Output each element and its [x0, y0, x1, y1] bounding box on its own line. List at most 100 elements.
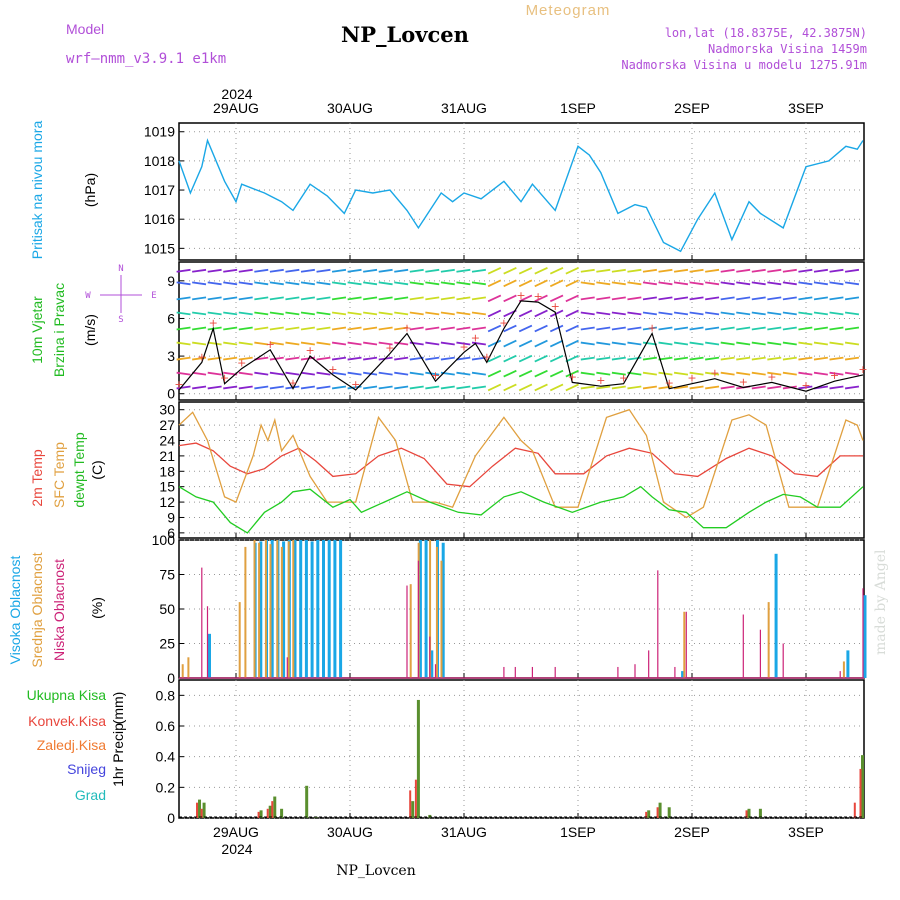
- wind-arrow: [596, 326, 611, 331]
- precip-bar: [266, 808, 269, 818]
- wind-arrow: [192, 311, 207, 316]
- wind-arrow: [363, 341, 378, 346]
- wind-arrow: [813, 296, 828, 301]
- wind-arrow: [580, 326, 595, 331]
- cloud-bar: [238, 602, 241, 678]
- legend-convective-rain: Konvek.Kisa: [28, 713, 106, 729]
- y-tick-label: 75: [159, 567, 175, 583]
- y-tick-label: 18: [159, 463, 175, 479]
- cloud-bar: [269, 544, 272, 678]
- wind-arrow: [440, 281, 455, 286]
- wind-arrow: [518, 279, 533, 288]
- wind-speed-line: [178, 300, 864, 392]
- wind-arrow: [596, 296, 611, 301]
- wind-arrow: [394, 341, 409, 346]
- wind-arrow: [394, 371, 409, 376]
- cloud-bar: [258, 542, 261, 678]
- wind-arrow: [487, 294, 502, 303]
- wind-arrow: [596, 341, 611, 346]
- compass-n: N: [118, 264, 123, 274]
- y-tick-label: 30: [159, 402, 175, 418]
- cloud-bar: [287, 541, 290, 678]
- wind-arrow: [782, 268, 797, 273]
- wind-arrow: [207, 296, 222, 301]
- precip-bar: [658, 802, 662, 818]
- wind-arrow: [798, 385, 813, 390]
- elevation-label: Nadmorska Visina 1459m: [708, 42, 867, 56]
- wind-arrow: [269, 296, 284, 301]
- cloud-bar: [862, 588, 864, 678]
- wind-arrow: [580, 385, 595, 390]
- wind-arrow: [425, 281, 440, 286]
- wind-arrow: [844, 268, 860, 273]
- wind-arrow: [549, 279, 564, 288]
- y-tick-label: 12: [159, 494, 175, 510]
- wind-arrow: [503, 339, 517, 348]
- wind-arrow: [658, 281, 673, 286]
- cloud-bar: [759, 629, 761, 678]
- bottom-date-label: 31AUG: [441, 824, 487, 840]
- cloud-bar: [409, 584, 412, 678]
- wind-arrow: [192, 296, 207, 301]
- wind-arrow: [378, 385, 393, 390]
- wind-arrow: [658, 341, 673, 346]
- cloud-bar: [434, 664, 437, 678]
- wind-arrow: [627, 341, 642, 346]
- compass-w: W: [85, 291, 91, 301]
- wind-arrow: [736, 326, 751, 331]
- compass-s: S: [118, 315, 123, 325]
- wind-arrow: [705, 341, 720, 346]
- top-date-label: 30AUG: [327, 100, 373, 116]
- wind-arrow: [642, 326, 657, 331]
- wind-arrow: [518, 383, 533, 392]
- wind-arrow: [596, 385, 611, 390]
- wind-arrow: [705, 356, 720, 361]
- bottom-date-label: 29AUG: [213, 824, 259, 840]
- wind-arrow: [782, 296, 797, 301]
- wind-arrow: [705, 326, 720, 331]
- top-date-label: 1SEP: [560, 100, 596, 116]
- wind-arrow: [207, 326, 222, 331]
- wind-arrow: [207, 268, 222, 273]
- wind-arrow: [254, 385, 269, 390]
- low-cloud-axis-title: Niska Oblacnost: [51, 559, 67, 661]
- wind-arrow: [363, 268, 378, 273]
- cloud-bar: [685, 611, 687, 678]
- wind-arrow: [440, 311, 455, 316]
- wind-arrow: [642, 268, 657, 273]
- temp-unit: (C): [89, 460, 105, 479]
- precip-bar: [280, 808, 284, 818]
- wind-arrow: [767, 385, 782, 390]
- wind-arrow: [518, 339, 533, 348]
- wind-arrow: [658, 356, 673, 361]
- wind-arrow: [503, 369, 517, 378]
- precip-bar: [196, 802, 199, 818]
- wind-arrow: [720, 326, 735, 331]
- wind-arrow: [269, 385, 284, 390]
- wind-arrow: [627, 385, 642, 390]
- wind-arrow: [534, 383, 548, 392]
- bottom-date-label: 2SEP: [674, 824, 710, 840]
- top-date-label: 3SEP: [788, 100, 824, 116]
- wind-arrow: [300, 311, 315, 316]
- wind-arrow: [798, 268, 813, 273]
- wind-arrow: [425, 385, 440, 390]
- cloud-bar: [253, 540, 256, 678]
- wind-arrow: [285, 341, 300, 346]
- wind-gust-marker: +: [499, 316, 508, 329]
- wind-gust-marker: +: [328, 363, 337, 376]
- cloud-bar: [441, 542, 445, 678]
- wind-arrow: [285, 311, 300, 316]
- wind-arrow: [596, 268, 611, 273]
- wind-arrow: [658, 326, 673, 331]
- wind-arrow: [316, 341, 331, 346]
- temp-line-dewpt: [178, 485, 864, 534]
- wind-gust-marker: +: [710, 367, 719, 380]
- wind-arrow: [347, 341, 362, 346]
- cloud-bar: [333, 540, 337, 678]
- cloud-panel: 0 25 50 75 100: [152, 532, 867, 686]
- y-tick-label: 1016: [144, 211, 175, 227]
- wind-compass-icon: N E W S: [85, 264, 156, 325]
- pressure-line: [178, 138, 864, 253]
- wind-arrow: [471, 281, 486, 286]
